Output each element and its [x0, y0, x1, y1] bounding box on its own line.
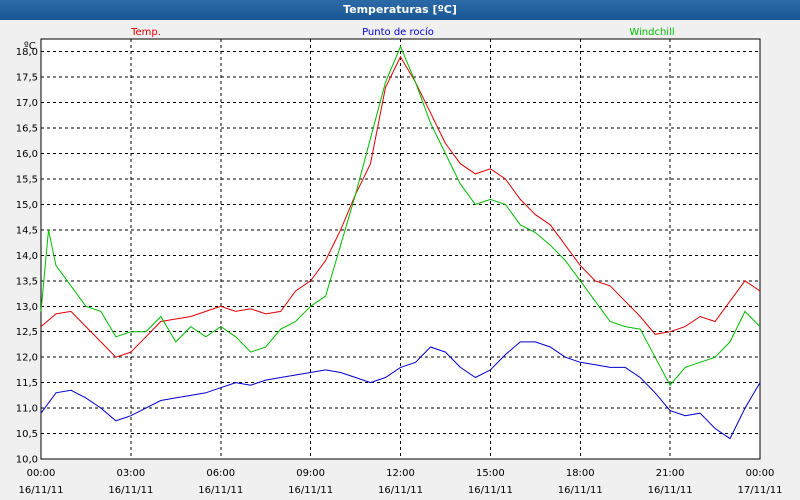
x-tick-date: 16/11/11	[198, 485, 243, 496]
y-tick-label: 14,0	[16, 251, 38, 262]
x-tick-time: 03:00	[116, 468, 145, 479]
temperature-chart: 10,0 10,5 11,0 11,5 12,0 12,5 13,0 13,5 14,0 14,5…	[16, 26, 783, 496]
series-line-0	[40, 55, 761, 358]
x-tick-time: 00:00	[27, 468, 56, 479]
x-tick-time: 18:00	[566, 468, 595, 479]
x-tick-date: 16/11/11	[648, 485, 693, 496]
y-tick-label: 12,5	[16, 327, 38, 338]
legend-entry-2: Windchill	[629, 27, 674, 38]
y-tick-label: 13,5	[16, 276, 38, 287]
x-tick-time: 15:00	[476, 468, 505, 479]
x-tick-date: 16/11/11	[468, 485, 513, 496]
y-tick-label: 15,5	[16, 175, 38, 186]
y-tick-label: 17,5	[16, 73, 38, 84]
y-tick-label: 16,5	[16, 124, 38, 135]
x-tick-time: 21:00	[656, 468, 685, 479]
y-tick-label: 10,0	[16, 455, 38, 466]
x-tick-time: 06:00	[206, 468, 235, 479]
y-tick-label: 12,0	[16, 353, 38, 364]
x-tick-date: 16/11/11	[288, 485, 333, 496]
y-tick-label: 17,0	[16, 98, 38, 109]
x-tick-date: 17/11/11	[738, 485, 783, 496]
x-tick-date: 16/11/11	[19, 485, 64, 496]
y-axis-label: ºC	[24, 41, 36, 52]
y-tick-label: 11,5	[16, 378, 38, 389]
y-tick-label: 16,0	[16, 149, 38, 160]
plot-frame	[40, 38, 761, 460]
chart-title: Temperaturas [ºC]	[0, 0, 800, 20]
x-tick-date: 16/11/11	[378, 485, 423, 496]
y-tick-label: 14,5	[16, 225, 38, 236]
series-line-1	[40, 341, 761, 440]
y-tick-label: 10,5	[16, 429, 38, 440]
y-tick-label: 15,0	[16, 200, 38, 211]
x-tick-time: 09:00	[296, 468, 325, 479]
x-tick-date: 16/11/11	[108, 485, 153, 496]
legend-entry-0: Temp.	[130, 27, 161, 38]
x-tick-time: 12:00	[386, 468, 415, 479]
series-line-2	[40, 45, 761, 387]
x-tick-date: 16/11/11	[558, 485, 603, 496]
y-tick-label: 18,0	[16, 47, 38, 58]
x-tick-time: 00:00	[746, 468, 775, 479]
legend-entry-1: Punto de rocío	[362, 26, 434, 38]
y-tick-label: 13,0	[16, 302, 38, 313]
y-tick-label: 11,0	[16, 404, 38, 415]
